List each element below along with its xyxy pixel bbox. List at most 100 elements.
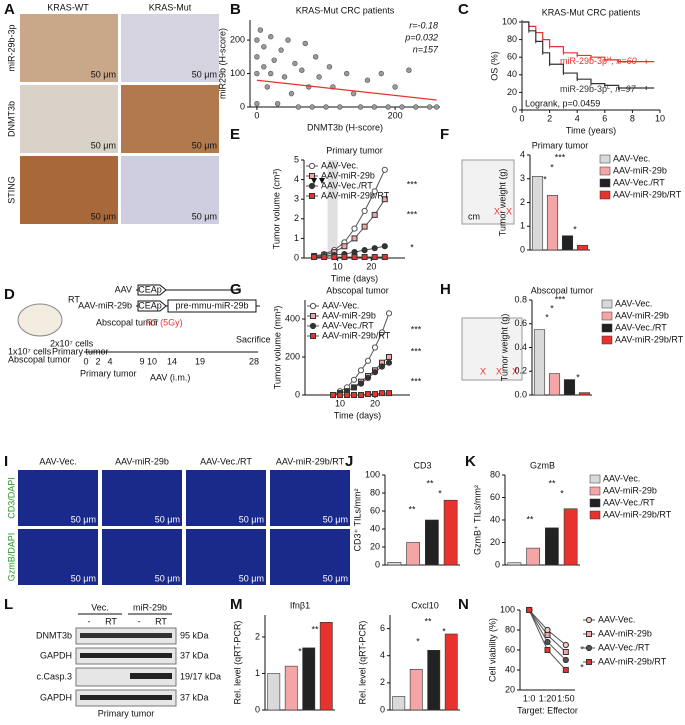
- legend-entry: AAV-Vec./RT: [615, 322, 667, 332]
- column-label: KRAS-Mut: [149, 2, 192, 12]
- point: [268, 70, 274, 77]
- y-tick-label: 60: [507, 52, 517, 62]
- y-tick-label: 6: [380, 623, 385, 633]
- lane-label: -: [88, 616, 91, 626]
- scale-bar: 50 μm: [239, 514, 264, 524]
- marker: [361, 207, 368, 215]
- point: [371, 104, 378, 110]
- bar: [563, 508, 578, 566]
- point: [392, 84, 398, 90]
- legend-entry: AAV-Vec./RT: [613, 177, 665, 187]
- point: [268, 34, 274, 40]
- marker: [586, 659, 592, 665]
- marker: [371, 188, 378, 195]
- marker: [309, 302, 317, 310]
- marker: [386, 390, 392, 397]
- legend-entry: AAV-Vec./RT: [598, 642, 650, 652]
- y-tick-label: 1: [520, 221, 525, 231]
- band: [80, 633, 172, 638]
- point: [264, 84, 270, 90]
- legend-entry: AAV-Vec.: [322, 300, 359, 310]
- legend-entry: AAV-miR-29b: [322, 310, 376, 320]
- marker: [562, 667, 569, 673]
- panel-label: H: [440, 281, 451, 298]
- y-tick-label: 80: [505, 624, 515, 634]
- significance: *: [543, 174, 547, 184]
- bar: [507, 562, 522, 566]
- x-tick-label: 200: [388, 110, 403, 120]
- point: [288, 90, 295, 97]
- y-tick-label: 100: [365, 469, 380, 479]
- bar: [387, 561, 402, 566]
- y-axis-title: miR29b (H-score): [217, 28, 227, 99]
- x-tick-label: 0: [519, 113, 524, 123]
- day: 14: [167, 356, 177, 366]
- marker: [526, 607, 533, 613]
- marker: [371, 254, 378, 261]
- point: [261, 64, 267, 70]
- scale-bar: 50 μm: [71, 514, 96, 524]
- bar: [533, 329, 546, 396]
- if-image: [186, 529, 266, 585]
- panel-label: G: [230, 281, 242, 298]
- cells-label: 2x10⁷ cells: [50, 338, 94, 348]
- tumor-photo: [461, 159, 515, 225]
- size-label: 95 kDa: [180, 630, 209, 640]
- marker: [361, 247, 368, 254]
- legend-entry: AAV-Vec.: [613, 153, 650, 163]
- marker: [351, 254, 358, 261]
- chart-title: GzmB: [530, 460, 555, 470]
- bar: [548, 373, 561, 396]
- excluded-mark: X: [506, 206, 512, 216]
- y-tick-label: 80: [370, 487, 380, 497]
- chart-title: Primary tumor: [532, 140, 589, 150]
- point: [378, 70, 384, 77]
- scale-bar: 50 μm: [192, 140, 217, 150]
- legend-entry: AAV-miR-29b/RT: [615, 334, 684, 344]
- y-tick-label: 100: [230, 68, 245, 78]
- point: [254, 100, 260, 107]
- marker: [351, 392, 357, 398]
- significance: *: [560, 488, 564, 498]
- y-tick-label: 3: [520, 173, 525, 183]
- aav-label: AAV (i.m.): [150, 372, 190, 382]
- excluded-mark: X: [496, 366, 502, 376]
- legend-entry: AAV-miR-29b/RT: [321, 190, 390, 200]
- bar: [561, 235, 574, 251]
- marker: [371, 369, 379, 376]
- if-image: [270, 529, 350, 585]
- marker: [386, 354, 392, 360]
- x-tick-label: 20: [366, 261, 376, 271]
- scale-bar: 50 μm: [91, 211, 116, 221]
- significance: *: [550, 162, 554, 172]
- band: [80, 653, 172, 658]
- y-axis-title: GzmB⁺ TILs/mm²: [472, 485, 482, 555]
- marker: [544, 632, 551, 638]
- marker: [344, 392, 350, 398]
- legend-entry: AAV-Vec.: [598, 614, 635, 624]
- y-tick-label: 0.8: [514, 294, 527, 304]
- legend-entry: AAV-Vec.: [615, 298, 652, 308]
- y-tick-label: 60: [505, 644, 515, 654]
- excluded-mark: X: [480, 366, 486, 376]
- marker: [544, 638, 551, 646]
- marker: [364, 357, 372, 364]
- point: [302, 40, 308, 47]
- caption: Primary tumor: [98, 708, 155, 718]
- y-tick-label: 2: [255, 631, 260, 641]
- tumor-label: Abscopal tumor: [8, 354, 71, 364]
- size-label: 19/17 kDa: [180, 671, 221, 681]
- bar: [526, 547, 540, 566]
- bar: [267, 673, 281, 711]
- marker: [562, 656, 569, 664]
- column-label: KRAS-WT: [47, 2, 89, 12]
- marker: [364, 374, 372, 381]
- y-tick-label: 40: [505, 664, 515, 674]
- ihc-image: [121, 156, 219, 224]
- panel-label: C: [458, 1, 469, 18]
- significance: *: [410, 242, 414, 252]
- point: [337, 104, 343, 110]
- y-tick-label: 60: [370, 505, 380, 515]
- legend-sup: L: [607, 85, 611, 91]
- point: [309, 104, 315, 110]
